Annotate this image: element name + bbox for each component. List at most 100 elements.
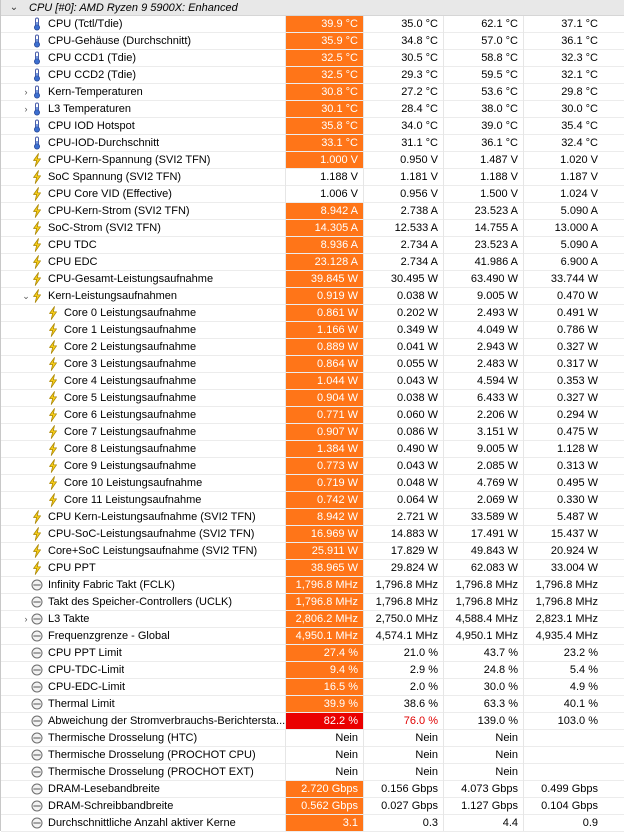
sensor-name-cell: Thermische Drosselung (PROCHOT EXT) xyxy=(1,764,315,780)
avg-value: 0.327 W xyxy=(557,341,598,353)
sensor-row[interactable]: CPU (Tctl/Tdie) 39.9 °C 35.0 °C 62.1 °C 37.1… xyxy=(1,16,624,33)
avg-value: 1,796.8 MHz xyxy=(535,596,598,608)
max-value: 4.594 W xyxy=(477,375,518,387)
sensor-row[interactable]: CPU-TDC-Limit 9.4 % 2.9 % 24.8 % 5.4 % xyxy=(1,662,624,679)
sensor-row[interactable]: SoC Spannung (SVI2 TFN) 1.188 V 1.181 V 1.1… xyxy=(1,169,624,186)
sensor-row[interactable]: Durchschnittliche Anzahl aktiver Kerne 3.… xyxy=(1,815,624,832)
sensor-row[interactable]: CPU-Kern-Strom (SVI2 TFN) 8.942 A 2.738 A 2… xyxy=(1,203,624,220)
sensor-label: Core 8 Leistungsaufnahme xyxy=(64,443,197,455)
avg-value: 0.330 W xyxy=(557,494,598,506)
min-value: 1,796.8 MHz xyxy=(375,596,438,608)
sensor-row[interactable]: CPU PPT 38.965 W 29.824 W 62.083 W 33.004 W xyxy=(1,560,624,577)
sensor-row[interactable]: CPU Core VID (Effective) 1.006 V 0.956 V 1.… xyxy=(1,186,624,203)
sensor-row[interactable]: CPU CCD1 (Tdie) 32.5 °C 30.5 °C 58.8 °C 32.3… xyxy=(1,50,624,67)
chevron-down-icon[interactable]: ⌄ xyxy=(9,2,19,13)
sensor-row[interactable]: Thermische Drosselung (PROCHOT CPU) Nein N… xyxy=(1,747,624,764)
sensor-label: Core 6 Leistungsaufnahme xyxy=(64,409,197,421)
sensor-row[interactable]: Core 11 Leistungsaufnahme 0.742 W 0.064 W 2… xyxy=(1,492,624,509)
sensor-row[interactable]: CPU-Kern-Spannung (SVI2 TFN) 1.000 V 0.950… xyxy=(1,152,624,169)
avg-value: 5.4 % xyxy=(569,664,598,676)
sensor-row[interactable]: SoC-Strom (SVI2 TFN) 14.305 A 12.533 A 14.7… xyxy=(1,220,624,237)
sensor-name-cell: Core 1 Leistungsaufnahme xyxy=(1,322,331,338)
sensor-row[interactable]: Core 5 Leistungsaufnahme 0.904 W 0.038 W 6.… xyxy=(1,390,624,407)
chevron-down-icon[interactable]: ⌄ xyxy=(22,290,30,301)
current-value: 8.942 W xyxy=(285,509,363,525)
sensor-group-header[interactable]: ⌄ CPU [#0]: AMD Ryzen 9 5900X: Enhanced xyxy=(1,0,624,16)
thermometer-icon xyxy=(31,119,43,133)
avg-value: 5.487 W xyxy=(557,511,598,523)
sensor-row[interactable]: Takt des Speicher-Controllers (UCLK) 1,79… xyxy=(1,594,624,611)
sensor-row[interactable]: DRAM-Lesebandbreite 2.720 Gbps 0.156 Gbps 4… xyxy=(1,781,624,798)
clock-icon xyxy=(31,595,43,609)
sensor-row[interactable]: Thermische Drosselung (HTC) Nein Nein Nein xyxy=(1,730,624,747)
sensor-row[interactable]: › Kern-Temperaturen 30.8 °C 27.2 °C 53.6 °C 2… xyxy=(1,84,624,101)
current-value: 39.845 W xyxy=(285,271,363,287)
sensor-row[interactable]: › L3 Temperaturen 30.1 °C 28.4 °C 38.0 °C 30.… xyxy=(1,101,624,118)
avg-value: 4.9 % xyxy=(569,681,598,693)
sensor-row[interactable]: Frequenzgrenze - Global 4,950.1 MHz 4,574.… xyxy=(1,628,624,645)
sensor-row[interactable]: CPU-Gehäuse (Durchschnitt) 35.9 °C 34.8 °C… xyxy=(1,33,624,50)
sensor-row[interactable]: CPU-EDC-Limit 16.5 % 2.0 % 30.0 % 4.9 % xyxy=(1,679,624,696)
sensor-name-cell: Thermische Drosselung (PROCHOT CPU) xyxy=(1,747,315,763)
sensor-row[interactable]: Core 6 Leistungsaufnahme 0.771 W 0.060 W 2.… xyxy=(1,407,624,424)
sensor-label: CPU IOD Hotspot xyxy=(48,120,135,132)
max-value: 1,796.8 MHz xyxy=(455,579,518,591)
sensor-row[interactable]: Core 2 Leistungsaufnahme 0.889 W 0.041 W 2.… xyxy=(1,339,624,356)
chevron-right-icon[interactable]: › xyxy=(24,614,28,624)
sensor-row[interactable]: Core 9 Leistungsaufnahme 0.773 W 0.043 W 2.… xyxy=(1,458,624,475)
sensor-row[interactable]: CPU PPT Limit 27.4 % 21.0 % 43.7 % 23.2 % xyxy=(1,645,624,662)
sensor-row[interactable]: Core 1 Leistungsaufnahme 1.166 W 0.349 W 4.… xyxy=(1,322,624,339)
sensor-row[interactable]: Core 0 Leistungsaufnahme 0.861 W 0.202 W 2.… xyxy=(1,305,624,322)
sensor-row[interactable]: CPU TDC 8.936 A 2.734 A 23.523 A 5.090 A xyxy=(1,237,624,254)
sensor-row[interactable]: Core 7 Leistungsaufnahme 0.907 W 0.086 W 3.… xyxy=(1,424,624,441)
avg-value: 5.090 A xyxy=(560,205,598,217)
sensor-row[interactable]: › L3 Takte 2,806.2 MHz 2,750.0 MHz 4,588.4 M… xyxy=(1,611,624,628)
lightning-icon xyxy=(47,340,59,354)
max-value: 63.3 % xyxy=(483,698,518,710)
max-value: 2.206 W xyxy=(477,409,518,421)
sensor-row[interactable]: Core+SoC Leistungsaufnahme (SVI2 TFN) 25.… xyxy=(1,543,624,560)
min-value: 30.495 W xyxy=(390,273,438,285)
max-value: 1.487 V xyxy=(480,154,518,166)
sensor-row[interactable]: Core 3 Leistungsaufnahme 0.864 W 0.055 W 2.… xyxy=(1,356,624,373)
sensor-name-cell: CPU-Kern-Strom (SVI2 TFN) xyxy=(1,203,315,219)
sensor-row[interactable]: ⌄ Kern-Leistungsaufnahmen 0.919 W 0.038 W 9.… xyxy=(1,288,624,305)
current-value: 23.128 A xyxy=(285,254,363,270)
avg-value: 15.437 W xyxy=(550,528,598,540)
min-value: 0.3 xyxy=(422,817,438,829)
avg-value: 6.900 A xyxy=(560,256,598,268)
sensor-name-cell: CPU-IOD-Durchschnitt xyxy=(1,135,315,151)
sensor-row[interactable]: CPU EDC 23.128 A 2.734 A 41.986 A 6.900 A xyxy=(1,254,624,271)
sensor-row[interactable]: Core 4 Leistungsaufnahme 1.044 W 0.043 W 4.… xyxy=(1,373,624,390)
sensor-name-cell: › Kern-Temperaturen xyxy=(1,84,305,100)
current-value: 0.889 W xyxy=(285,339,363,355)
sensor-row[interactable]: Thermal Limit 39.9 % 38.6 % 63.3 % 40.1 % xyxy=(1,696,624,713)
sensor-name-cell: SoC-Strom (SVI2 TFN) xyxy=(1,220,315,236)
sensor-row[interactable]: CPU Kern-Leistungsaufnahme (SVI2 TFN) 8.9… xyxy=(1,509,624,526)
thermometer-icon xyxy=(31,85,43,99)
min-value: 0.086 W xyxy=(397,426,438,438)
clock-icon xyxy=(31,748,43,762)
avg-value: 40.1 % xyxy=(563,698,598,710)
max-value: 9.005 W xyxy=(477,290,518,302)
sensor-row[interactable]: Abweichung der Stromverbrauchs-Berichter… xyxy=(1,713,624,730)
sensor-row[interactable]: CPU-IOD-Durchschnitt 33.1 °C 31.1 °C 36.1 °… xyxy=(1,135,624,152)
chevron-right-icon[interactable]: › xyxy=(24,87,28,97)
sensor-row[interactable]: CPU-Gesamt-Leistungsaufnahme 39.845 W 30.4… xyxy=(1,271,624,288)
avg-value: 1.187 V xyxy=(560,171,598,183)
sensor-row[interactable]: DRAM-Schreibbandbreite 0.562 Gbps 0.027 Gb… xyxy=(1,798,624,815)
max-value: 1,796.8 MHz xyxy=(455,596,518,608)
sensor-row[interactable]: Core 10 Leistungsaufnahme 0.719 W 0.048 W 4… xyxy=(1,475,624,492)
chevron-right-icon[interactable]: › xyxy=(24,104,28,114)
max-value: 3.151 W xyxy=(477,426,518,438)
sensor-row[interactable]: CPU-SoC-Leistungsaufnahme (SVI2 TFN) 16.9… xyxy=(1,526,624,543)
sensor-row[interactable]: Core 8 Leistungsaufnahme 1.384 W 0.490 W 9.… xyxy=(1,441,624,458)
sensor-row[interactable]: Thermische Drosselung (PROCHOT EXT) Nein N… xyxy=(1,764,624,781)
sensor-row[interactable]: CPU CCD2 (Tdie) 32.5 °C 29.3 °C 59.5 °C 32.1… xyxy=(1,67,624,84)
sensor-row[interactable]: CPU IOD Hotspot 35.8 °C 34.0 °C 39.0 °C 35.4… xyxy=(1,118,624,135)
sensor-name-cell: Thermische Drosselung (HTC) xyxy=(1,730,315,746)
lightning-icon xyxy=(47,306,59,320)
lightning-icon xyxy=(31,510,43,524)
sensor-row[interactable]: Infinity Fabric Takt (FCLK) 1,796.8 MHz 1,… xyxy=(1,577,624,594)
max-value: 17.491 W xyxy=(470,528,518,540)
